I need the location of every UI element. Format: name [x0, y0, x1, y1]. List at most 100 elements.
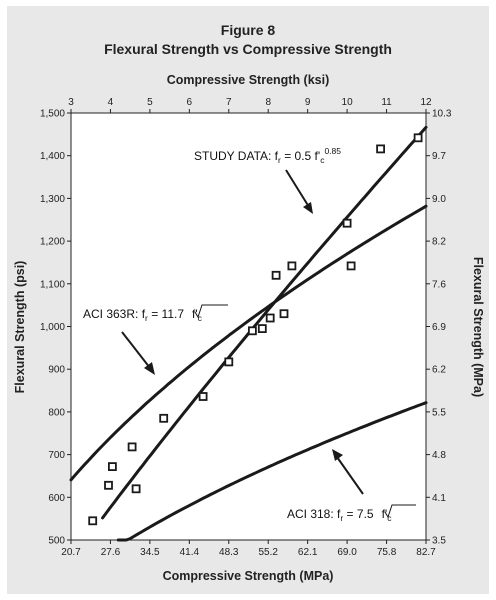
data-point — [108, 462, 117, 472]
aci318-label-mid: = 7.5 — [343, 507, 374, 521]
x-tick-label-bottom: 20.7 — [61, 547, 81, 558]
data-point — [198, 392, 208, 401]
y-tick-label-right: 10.3 — [432, 109, 452, 120]
annotation-aci318: ACI 318: fr = 7.5 f'c — [287, 449, 416, 523]
y-tick-label-left: 1,400 — [40, 151, 65, 162]
aci363-label-prefix: ACI 363R: f — [83, 307, 146, 321]
x-tick-label-top: 5 — [147, 97, 153, 108]
y-tick-label-left: 700 — [48, 450, 65, 461]
x-tick-label-bottom: 82.7 — [416, 547, 436, 558]
y-axis-title-left: Flexural Strength (psi) — [13, 261, 27, 394]
x-tick-label-top: 8 — [265, 97, 271, 108]
y-tick-label-right: 5.5 — [432, 407, 446, 418]
curves — [69, 125, 428, 542]
y-tick-label-right: 3.5 — [432, 536, 446, 547]
y-axis-title-right: Flexural Strength (MPa) — [471, 257, 485, 397]
aci363-arrow — [121, 331, 151, 369]
aci318-sqrt-sign — [384, 504, 416, 519]
aci318-arrow — [336, 456, 364, 495]
y-tick-label-right: 4.1 — [432, 493, 446, 504]
data-point — [271, 270, 281, 280]
aci363-label-sub-c: c — [198, 313, 203, 323]
x-tick-label-bottom: 69.0 — [337, 547, 357, 558]
study-label-exponent: 0.85 — [324, 146, 341, 156]
study-arrow — [285, 169, 310, 208]
y-tick-label-right: 9.0 — [432, 194, 446, 205]
x-tick-label-top: 6 — [187, 97, 193, 108]
study-label-sub-c: c — [320, 155, 325, 165]
data-points — [88, 133, 423, 526]
curve-aci-318 — [116, 401, 428, 542]
x-tick-label-top: 12 — [420, 97, 432, 108]
y-tick-label-left: 500 — [48, 536, 65, 547]
y-tick-label-left: 1,300 — [40, 194, 65, 205]
data-point — [342, 218, 352, 228]
data-point — [413, 133, 423, 143]
y-tick-label-left: 1,200 — [40, 237, 65, 248]
y-tick-label-left: 1,500 — [40, 109, 65, 120]
x-tick-label-bottom: 41.4 — [180, 547, 200, 558]
x-tick-label-top: 10 — [342, 97, 354, 108]
aci318-label-sub-r: r — [340, 513, 343, 523]
x-axis-title-top: Compressive Strength (ksi) — [167, 73, 330, 87]
y-tick-label-left: 600 — [48, 493, 65, 504]
y-tick-label-right: 9.7 — [432, 151, 446, 162]
aci363-arrowhead — [144, 362, 155, 375]
x-tick-label-bottom: 62.1 — [298, 547, 318, 558]
x-tick-label-top: 4 — [108, 97, 114, 108]
x-tick-label-top: 9 — [305, 97, 311, 108]
aci363-sqrt-sign — [194, 304, 228, 319]
svg-text:ACI 318: fr = 7.5f'c: ACI 318: fr = 7.5 f'c — [287, 507, 392, 523]
x-tick-label-bottom: 27.6 — [101, 547, 121, 558]
aci363-label-mid: = 11.7 — [148, 307, 184, 321]
x-tick-label-bottom: 55.2 — [258, 547, 278, 558]
study-label-sub-r: r — [278, 155, 281, 165]
study-label-prefix: STUDY DATA: f — [194, 149, 279, 163]
figure-label: Figure 8 — [221, 22, 276, 38]
data-point — [159, 413, 169, 423]
data-point — [257, 324, 267, 334]
svg-text:ACI 363R: fr = 11.7f'c: ACI 363R: fr = 11.7 f'c — [83, 307, 203, 323]
data-point — [287, 261, 297, 271]
aci363-label-radicand: f' — [192, 307, 198, 321]
data-point — [376, 144, 386, 154]
aci318-label-sub-c: c — [387, 513, 392, 523]
y-tick-label-left: 800 — [48, 407, 65, 418]
data-point — [104, 480, 113, 490]
data-point — [247, 326, 257, 336]
x-tick-label-top: 7 — [226, 97, 232, 108]
y-tick-label-right: 6.2 — [432, 365, 446, 376]
data-point — [224, 357, 234, 367]
aci318-arrowhead — [332, 449, 343, 461]
y-tick-label-right: 6.9 — [432, 322, 446, 333]
figure-title: Flexural Strength vs Compressive Strengt… — [104, 41, 392, 57]
y-tick-label-right: 7.6 — [432, 279, 446, 290]
annotation-aci363: ACI 363R: fr = 11.7 f'c — [83, 304, 228, 375]
y-tick-label-left: 900 — [48, 365, 65, 376]
x-tick-label-top: 3 — [68, 97, 74, 108]
study-arrowhead — [303, 202, 313, 214]
x-axis-title-bottom: Compressive Strength (MPa) — [163, 569, 334, 583]
curve-aci-363r — [69, 204, 428, 482]
data-point — [279, 309, 289, 319]
y-tick-label-right: 4.8 — [432, 450, 446, 461]
curve-study-data — [101, 125, 428, 520]
x-tick-label-bottom: 75.8 — [377, 547, 397, 558]
x-tick-label-top: 11 — [381, 97, 392, 108]
y-tick-label-right: 8.2 — [432, 237, 446, 248]
y-tick-label-left: 1,100 — [40, 279, 65, 290]
x-tick-label-bottom: 34.5 — [140, 547, 160, 558]
aci318-label-radicand: f' — [382, 507, 388, 521]
data-point — [265, 313, 275, 323]
y-tick-label-left: 1,000 — [40, 322, 65, 333]
axis-ticks: 3 20.7 4 27.6 5 34.5 6 41.4 7 48.3 8 55.2 9 62.1 10 69.… — [40, 97, 452, 558]
data-point — [131, 484, 141, 494]
svg-text:STUDY DATA: fr = 0.5 f'c0.85: STUDY DATA: fr = 0.5 f'c0.85 — [194, 146, 341, 165]
study-label-mid: = 0.5 f' — [281, 149, 320, 163]
x-tick-label-bottom: 48.3 — [219, 547, 239, 558]
data-point — [346, 261, 356, 271]
aci318-label-prefix: ACI 318: f — [287, 507, 341, 521]
data-point — [88, 516, 98, 526]
annotation-study: STUDY DATA: fr = 0.5 f'c0.85 — [194, 146, 341, 214]
